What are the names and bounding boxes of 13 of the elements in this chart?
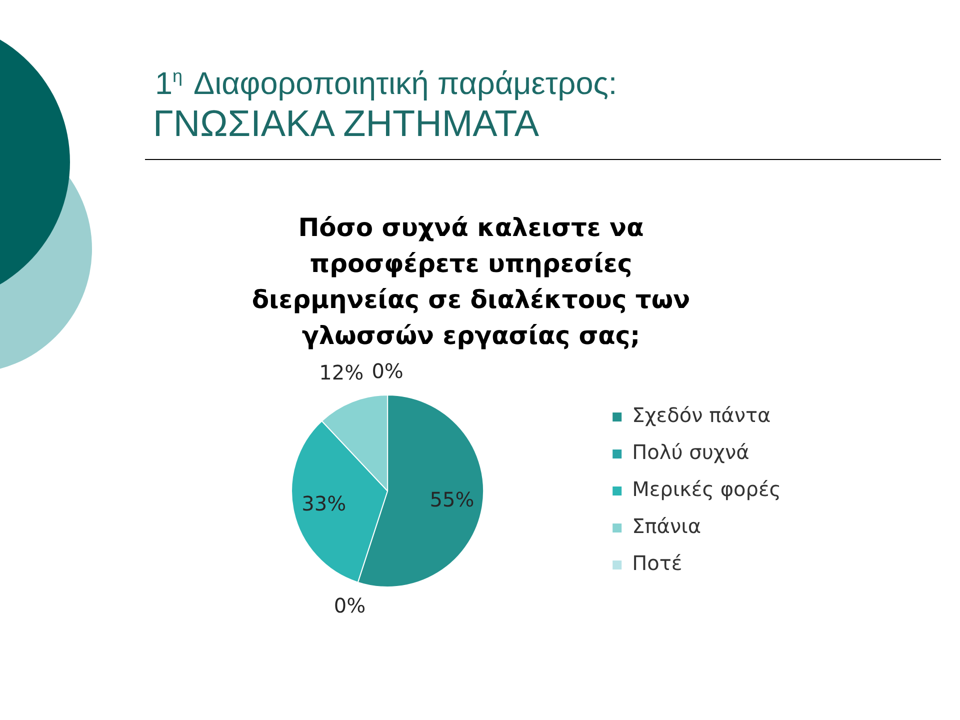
data-label: 55% bbox=[430, 487, 474, 512]
text: 1$^{η}$ Διαφοροποιητική παράμετρος: bbox=[155, 65, 618, 101]
text: 0% bbox=[334, 594, 366, 618]
legend-label: Μερικές φορές bbox=[632, 477, 782, 502]
chart-title: Πόσο συχνά καλειστε να προσφέρετε υπηρεσίες διερμηνείας σε διαλέκτους των γλωσσών εργασίας σας; bbox=[250, 212, 692, 352]
legend-label: Σχεδόν πάντα bbox=[632, 403, 771, 428]
legend-label: Πολύ συχνά bbox=[632, 440, 750, 464]
legend-label: Ποτέ bbox=[632, 551, 682, 576]
legend-label: Σπάνια bbox=[632, 514, 702, 538]
data-label: 33% bbox=[302, 491, 346, 516]
data-label: 12% bbox=[319, 360, 364, 385]
text: 0% bbox=[372, 359, 404, 384]
text: ΓΝΩΣΙΑΚΑ ΖΗΤΗΜΑΤΑ bbox=[153, 102, 540, 146]
